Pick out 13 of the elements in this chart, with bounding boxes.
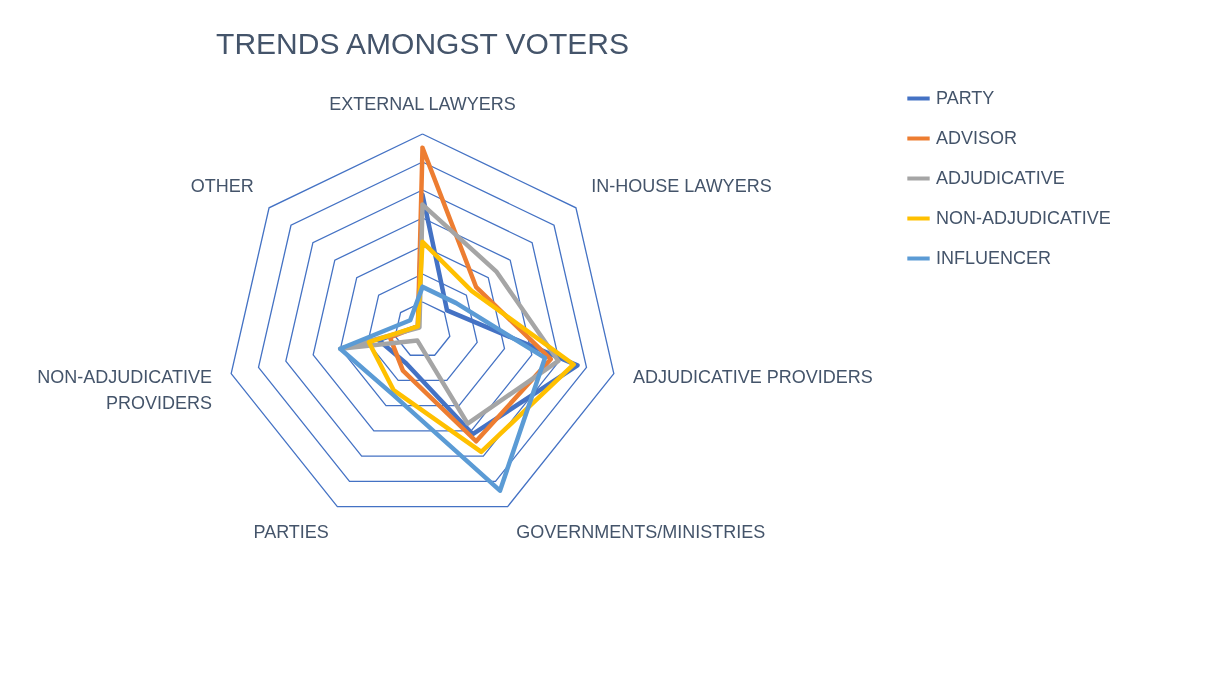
spoke-label: PARTIES [253,522,329,543]
spoke-label: OTHER [190,175,254,196]
chart-title: TRENDS AMONGST VOTERS [216,27,629,60]
legend-label: INFLUENCER [936,247,1052,268]
spoke-label: GOVERNMENTS/MINISTRIES [516,522,766,543]
spoke-label: IN-HOUSE LAWYERS [591,175,772,196]
legend-label: PARTY [936,87,995,108]
legend-label: ADVISOR [936,127,1018,148]
legend-label: NON-ADJUDICATIVE [936,207,1111,228]
legend-label: ADJUDICATIVE [936,167,1065,188]
spoke-label: EXTERNAL LAWYERS [329,94,516,115]
spoke-label: NON-ADJUDICATIVE PROVIDERS [37,366,213,413]
spoke-label: ADJUDICATIVE PROVIDERS [632,366,873,387]
